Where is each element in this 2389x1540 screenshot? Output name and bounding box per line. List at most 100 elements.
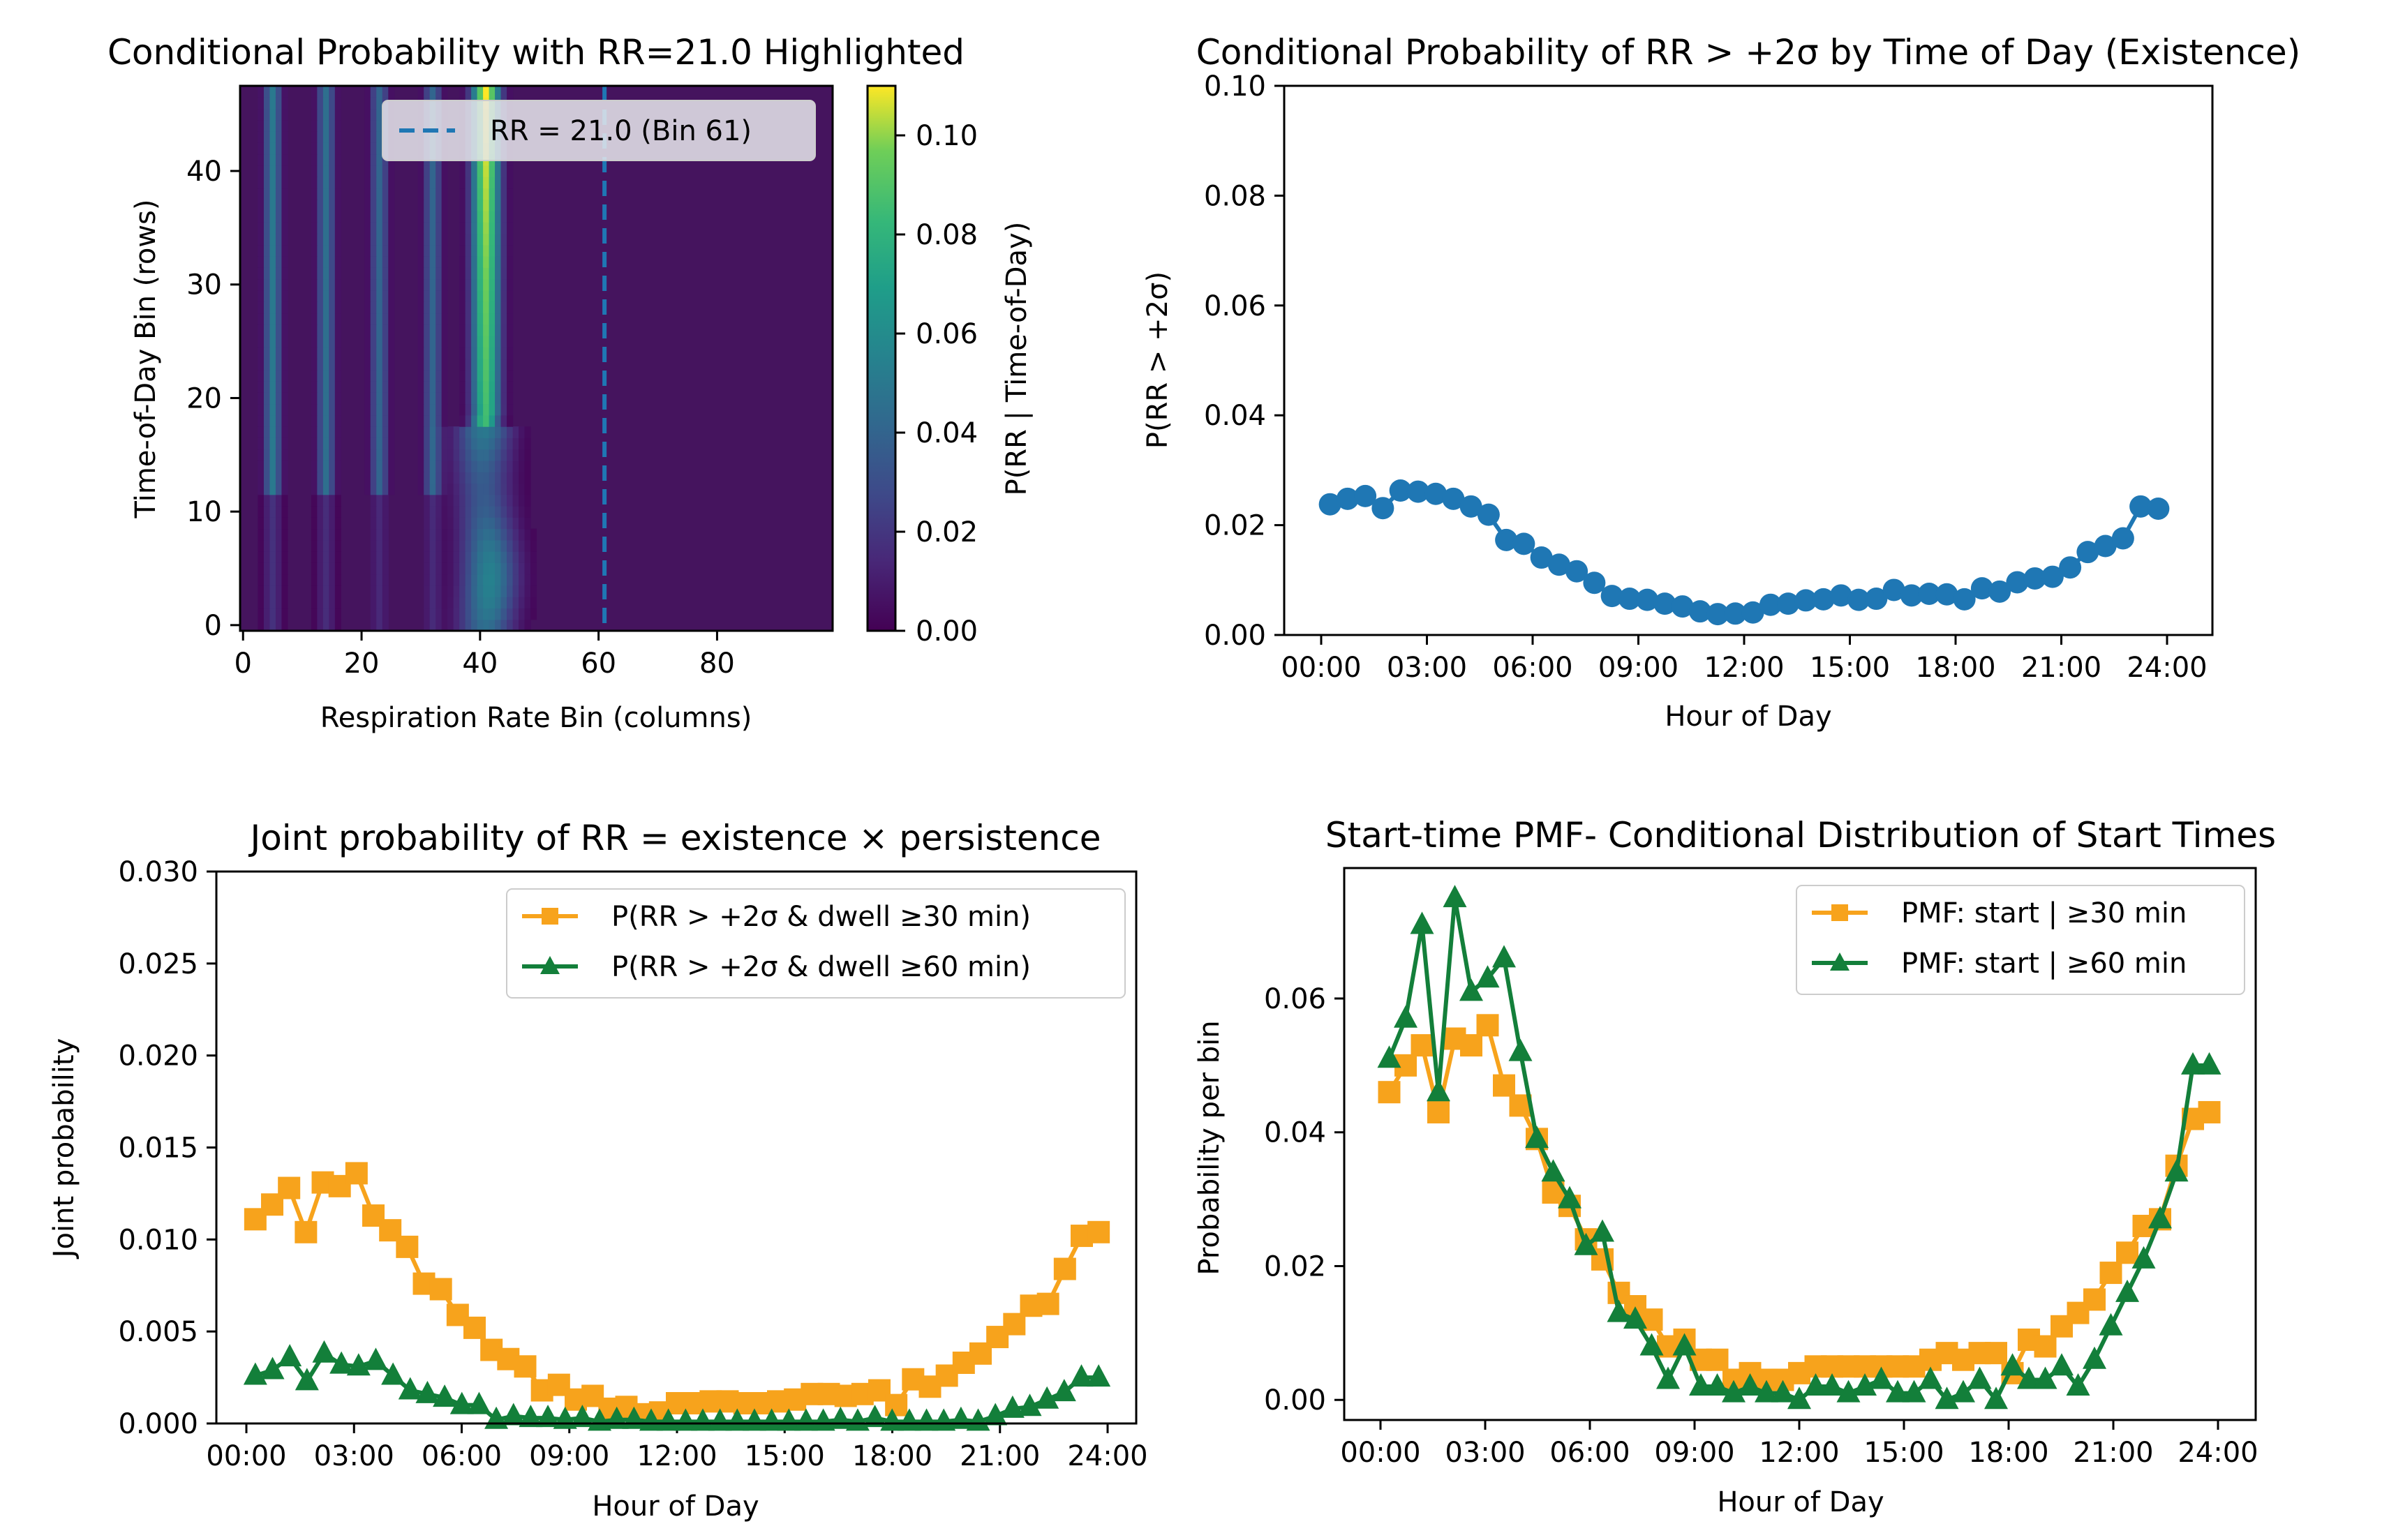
heatmap-cell (465, 199, 472, 211)
heatmap-cell (281, 324, 288, 336)
heatmap-cell (524, 562, 531, 575)
heatmap-cell (275, 414, 283, 427)
heatmap-cell (329, 506, 336, 518)
heatmap-cell (281, 233, 288, 246)
heatmap-cell (258, 392, 265, 405)
heatmap-cell (258, 517, 265, 530)
heatmap-cell (376, 562, 383, 575)
heatmap-cell (311, 347, 318, 359)
heatmap-cell (376, 449, 383, 461)
heatmap-cell (275, 392, 283, 405)
series-triangle-marker (811, 1408, 835, 1431)
heatmap-cell (275, 131, 283, 143)
heatmap-cell (441, 244, 448, 257)
heatmap-cell (275, 244, 283, 257)
heatmap-cell (281, 131, 288, 143)
series-triangle-marker (2148, 1206, 2172, 1229)
heatmap-cell (459, 414, 466, 427)
heatmap-cell (424, 506, 431, 518)
heatmap-cell (447, 619, 454, 631)
series-triangle-marker (2017, 1366, 2041, 1389)
heatmap-cell (447, 597, 454, 609)
heatmap-cell (275, 460, 283, 472)
colorbar-tick-label: 0.04 (916, 417, 978, 449)
heatmap-cell (483, 267, 490, 280)
heatmap-cell (477, 210, 484, 223)
series-triangle-marker (1771, 1380, 1795, 1403)
heatmap-cell (364, 324, 371, 336)
heatmap-cell (269, 369, 276, 382)
heatmap-cell (311, 539, 318, 552)
heatmap-cell (459, 539, 466, 552)
heatmap-cell (483, 608, 490, 620)
heatmap-cell (424, 233, 431, 246)
heatmap-cell (477, 597, 484, 609)
heatmap-cell (370, 608, 377, 620)
heatmap-cell (465, 335, 472, 347)
series-triangle-marker (1574, 1232, 1598, 1255)
series-triangle-marker (1853, 1373, 1877, 1396)
heatmap-cell (495, 517, 502, 530)
heatmap-cell (519, 608, 526, 620)
heatmap-cell (489, 460, 496, 472)
existence-point (2147, 497, 2170, 520)
heatmap-cell (424, 528, 431, 541)
heatmap-cell (441, 267, 448, 280)
heatmap-cell (263, 562, 271, 575)
heatmap-cell (524, 460, 531, 472)
heatmap-cell (275, 574, 283, 586)
heatmap-cell (370, 403, 377, 416)
heatmap-cell (436, 369, 442, 382)
heatmap-legend-box (382, 100, 816, 161)
heatmap-cell (483, 347, 490, 359)
heatmap-cell (281, 290, 288, 302)
heatmap-cell (370, 562, 377, 575)
heatmap-cell (471, 472, 478, 484)
heatmap-cell (317, 222, 324, 234)
heatmap-cell (417, 177, 424, 189)
heatmap-cell (453, 539, 460, 552)
heatmap-cell (258, 165, 265, 177)
heatmap-cell (281, 414, 288, 427)
heatmap-cell (322, 528, 329, 541)
heatmap-cell (436, 381, 442, 393)
heatmap-cell (317, 381, 324, 393)
heatmap-cell (436, 86, 442, 98)
heatmap-cell (269, 483, 276, 495)
heatmap-cell (329, 244, 336, 257)
heatmap-cell (424, 278, 431, 291)
heatmap-cell (417, 358, 424, 371)
heatmap-cell (459, 506, 466, 518)
heatmap-cell (465, 222, 472, 234)
heatmap-cell (269, 313, 276, 325)
heatmap-cell (500, 449, 507, 461)
heatmap-cell (436, 403, 442, 416)
heatmap-cell (269, 460, 276, 472)
series-triangle-marker (2164, 1159, 2189, 1182)
heatmap-cell (281, 392, 288, 405)
heatmap-cell (281, 597, 288, 609)
heatmap-cell (269, 290, 276, 302)
heatmap-cell (322, 313, 329, 325)
heatmap-cell (269, 438, 276, 450)
heatmap-cell (429, 472, 436, 484)
heatmap-cell (507, 597, 514, 609)
pmf-legend: PMF: start | ≥30 min PMF: start | ≥60 mi… (1796, 885, 2245, 995)
x-tick-label: 03:00 (314, 1440, 394, 1472)
heatmap-cell (489, 472, 496, 484)
heatmap-cell (281, 381, 288, 393)
heatmap-cell (447, 494, 454, 507)
heatmap-cell (311, 449, 318, 461)
heatmap-cell (329, 347, 336, 359)
heatmap-cell (269, 403, 276, 416)
existence-point (2041, 565, 2064, 588)
heatmap-cell (364, 369, 371, 382)
heatmap-cell (334, 608, 341, 620)
heatmap-cell (465, 403, 472, 416)
heatmap-cell (376, 414, 383, 427)
heatmap-cell (471, 494, 478, 507)
series-triangle-marker (467, 1391, 491, 1414)
heatmap-cell (519, 483, 526, 495)
heatmap-cell (507, 574, 514, 586)
heatmap-cell (388, 210, 395, 223)
